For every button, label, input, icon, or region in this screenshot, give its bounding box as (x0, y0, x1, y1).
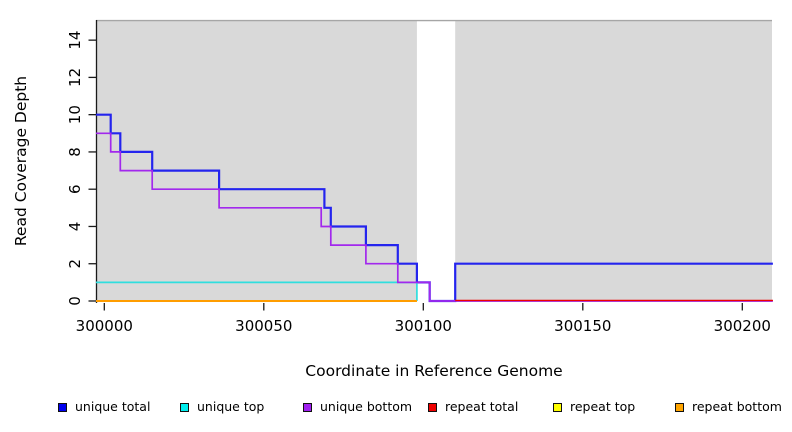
legend-label: repeat total (445, 399, 519, 414)
y-axis-tick-label: 8 (66, 147, 84, 157)
y-axis-tick-label: 6 (66, 184, 84, 194)
y-axis-tick-label: 12 (66, 68, 84, 87)
legend-swatch-unique-bottom (303, 402, 312, 412)
legend-item-unique-total: unique total (58, 399, 150, 415)
legend-item-repeat-total: repeat total (428, 399, 518, 415)
y-axis-tick-label: 10 (66, 105, 84, 124)
y-axis-tick-label: 14 (66, 31, 84, 50)
x-axis-tick-label: 300000 (76, 317, 133, 335)
legend-label: repeat bottom (692, 399, 782, 414)
x-axis-title: Coordinate in Reference Genome (305, 362, 563, 380)
legend-swatch-repeat-top (553, 402, 562, 412)
legend-item-repeat-bottom: repeat bottom (675, 399, 782, 415)
x-axis-tick-label: 300200 (714, 317, 771, 335)
y-axis-tick-label: 2 (66, 259, 84, 269)
legend-label: unique top (197, 399, 265, 414)
legend-swatch-unique-total (58, 402, 67, 412)
legend-label: unique bottom (320, 399, 413, 414)
legend-item-unique-bottom: unique bottom (303, 399, 412, 415)
y-axis-tick-label: 0 (66, 296, 84, 306)
legend-swatch-repeat-total (428, 402, 437, 412)
series-line-unique-bottom (96, 132, 773, 302)
legend-swatch-unique-top (180, 402, 189, 412)
legend-item-unique-top: unique top (180, 399, 264, 415)
chart-legend: unique total unique top unique bottom repea… (0, 399, 792, 417)
x-axis-tick-label: 300050 (235, 317, 292, 335)
y-axis-title: Read Coverage Depth (12, 75, 30, 247)
legend-label: repeat top (570, 399, 636, 414)
y-axis-tick-label: 4 (66, 222, 84, 232)
x-axis-tick-label: 300150 (554, 317, 611, 335)
x-axis-tick-label: 300100 (395, 317, 452, 335)
legend-item-repeat-top: repeat top (553, 399, 635, 415)
coverage-gap-band (416, 21, 456, 302)
legend-label: unique total (75, 399, 151, 414)
legend-swatch-repeat-bottom (675, 402, 684, 412)
